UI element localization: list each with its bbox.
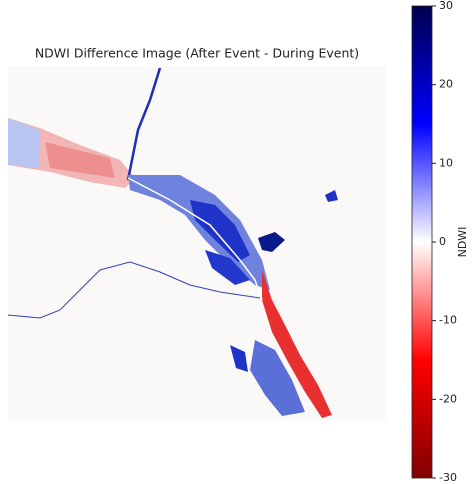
river-band xyxy=(8,118,40,168)
patch xyxy=(325,190,338,202)
channel xyxy=(7,261,261,319)
wetland xyxy=(128,175,270,290)
colorbar-tick-label: 30 xyxy=(439,0,453,12)
river xyxy=(262,270,332,418)
channel xyxy=(126,67,162,181)
colorbar: NDWI -30 -20 -10 0 10 20 30 xyxy=(411,0,469,484)
colorbar-scale xyxy=(411,5,433,479)
wetland xyxy=(190,200,250,262)
colorbar-tick-label: -20 xyxy=(439,392,457,405)
colorbar-tick-label: 0 xyxy=(439,235,446,248)
colorbar-tick-label: -30 xyxy=(439,471,457,484)
colorbar-tick-label: 10 xyxy=(439,156,453,169)
wetland xyxy=(250,340,305,416)
patch xyxy=(205,250,250,285)
channel xyxy=(127,177,263,301)
colorbar-tick-label: -10 xyxy=(439,314,457,327)
colorbar-label: NDWI xyxy=(456,227,469,258)
colorbar-tick-label: 20 xyxy=(439,78,453,91)
river-band xyxy=(45,142,115,178)
patch xyxy=(230,345,248,372)
chart-title: NDWI Difference Image (After Event - Dur… xyxy=(35,46,359,61)
image xyxy=(7,66,386,420)
image-background xyxy=(8,66,386,420)
patch xyxy=(258,232,285,252)
